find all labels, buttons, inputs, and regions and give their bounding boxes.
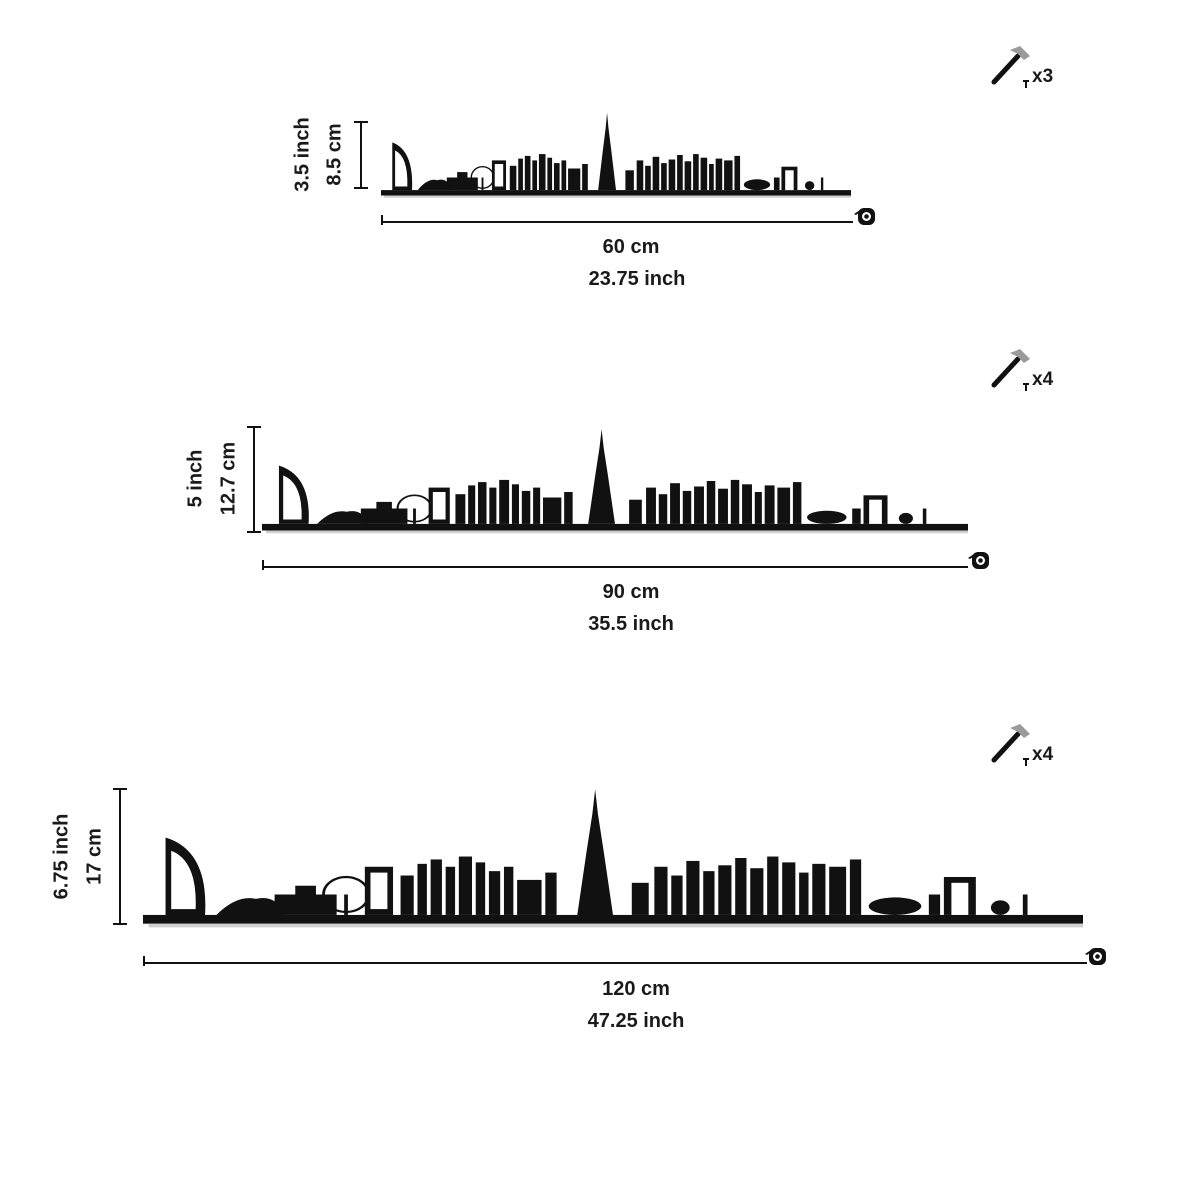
hammer-icon <box>991 46 1030 88</box>
width-indicator <box>262 560 968 570</box>
width-indicator <box>381 215 853 225</box>
hardware-count: x4 <box>1032 369 1054 390</box>
hardware-medium: x4 <box>990 347 1053 391</box>
height-indicator <box>247 426 261 533</box>
tape-measure-icon <box>854 208 875 225</box>
hardware-large: x4 <box>990 722 1053 766</box>
variant-medium: x4 5 inch 12.7 cm 90 cm 35.5 inch <box>185 347 1053 635</box>
width-inch-label: 35.5 inch <box>588 613 674 635</box>
width-inch-label: 47.25 inch <box>587 1010 685 1032</box>
width-inch-label: 23.75 inch <box>588 268 686 290</box>
width-indicator <box>143 956 1087 966</box>
height-indicator <box>354 121 368 189</box>
variant-small: x3 3.5 inch 8.5 cm 60 cm 23.75 inch <box>0 0 1200 320</box>
skyline-silhouette-large <box>143 787 1083 929</box>
hammer-icon <box>991 724 1030 766</box>
tape-measure-icon <box>968 552 989 569</box>
height-inch-label: 6.75 inch <box>50 813 73 900</box>
tape-measure-icon <box>1085 948 1106 965</box>
width-cm-label: 120 cm <box>602 978 670 1000</box>
hardware-count: x4 <box>1032 744 1054 765</box>
variant-large: x4 6.75 inch 17 cm 120 cm 47.25 inch <box>50 722 1106 1032</box>
height-cm-label: 17 cm <box>83 828 106 885</box>
width-cm-label: 90 cm <box>602 581 660 603</box>
height-indicator <box>113 788 127 925</box>
hardware-small: x3 <box>990 44 1053 88</box>
hammer-icon <box>991 349 1030 391</box>
width-cm-label: 60 cm <box>602 236 660 258</box>
hardware-count: x3 <box>1032 66 1054 87</box>
